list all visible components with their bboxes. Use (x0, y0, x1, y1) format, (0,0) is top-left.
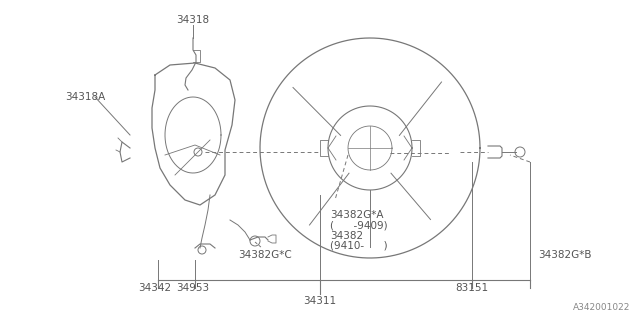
Text: 34318A: 34318A (65, 92, 105, 102)
Text: (      -9409): ( -9409) (330, 220, 388, 230)
Text: 34318: 34318 (177, 15, 209, 25)
Text: 83151: 83151 (456, 283, 488, 293)
Text: 34382G*B: 34382G*B (538, 250, 592, 260)
Text: 34382G*A: 34382G*A (330, 210, 383, 220)
Text: 34382: 34382 (330, 231, 363, 241)
Text: 34382G*C: 34382G*C (238, 250, 292, 260)
Text: A342001022: A342001022 (573, 303, 630, 312)
Text: 34953: 34953 (177, 283, 209, 293)
Text: 34342: 34342 (138, 283, 172, 293)
Text: (9410-      ): (9410- ) (330, 241, 388, 251)
Text: 34311: 34311 (303, 296, 337, 306)
